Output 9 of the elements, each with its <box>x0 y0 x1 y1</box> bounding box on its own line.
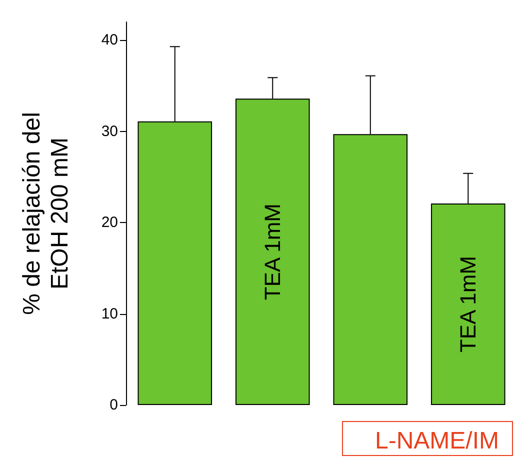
y-tick-label: 30 <box>101 122 118 140</box>
y-tick-label: 0 <box>110 396 118 414</box>
y-tick-label: 10 <box>101 305 118 322</box>
y-tick-label: 40 <box>101 32 118 49</box>
x-tick-label: TEA 1mM <box>260 204 286 300</box>
y-axis-title: % de relajación del EtOH 200 mM <box>18 112 74 315</box>
text: L-NAME/IM <box>374 428 500 454</box>
y-tick-label: 20 <box>101 214 118 232</box>
x-tick-label: TEA 1mM <box>456 256 481 353</box>
